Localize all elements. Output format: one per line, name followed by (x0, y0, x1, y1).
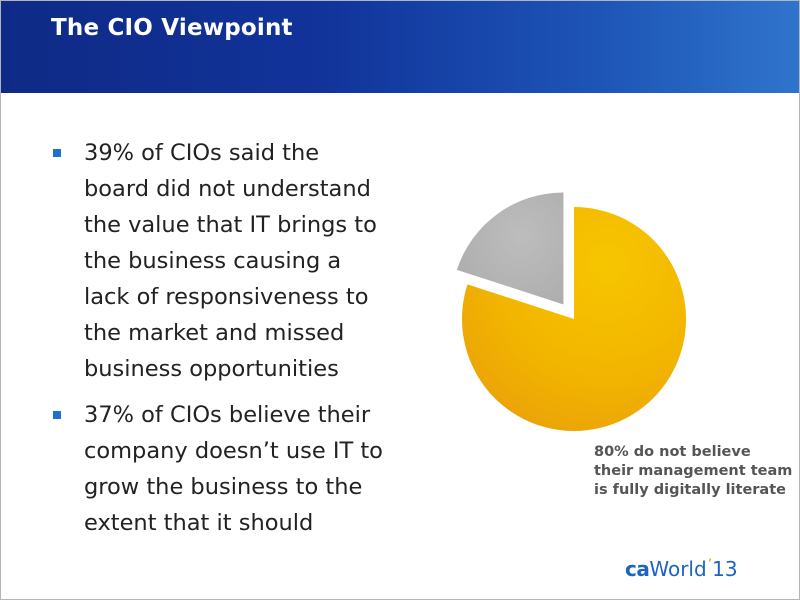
logo-world: World (649, 557, 707, 581)
pie-slice-minor (456, 192, 564, 305)
bullet-item: 37% of CIOs believe their company doesn’… (47, 397, 387, 541)
logo-year: 13 (712, 557, 738, 581)
logo-quote: ’ (707, 557, 713, 573)
ca-world-13-logo: caWorld’13 (625, 557, 738, 585)
title-bar: The CIO Viewpoint (1, 1, 799, 93)
pie-slice-major (462, 207, 686, 431)
pie-annotation: 80% do not believe their management team… (594, 444, 793, 498)
bullet-list: 39% of CIOs said the board did not under… (47, 135, 387, 551)
square-bullet-icon (53, 411, 61, 419)
pie-chart (441, 151, 701, 441)
bullet-text: 37% of CIOs believe their company doesn’… (84, 402, 383, 536)
square-bullet-icon (53, 149, 61, 157)
pie-chart-svg (456, 192, 686, 431)
slide-title: The CIO Viewpoint (51, 15, 293, 41)
logo-ca: ca (625, 557, 650, 581)
bullet-item: 39% of CIOs said the board did not under… (47, 135, 387, 387)
bullet-text: 39% of CIOs said the board did not under… (84, 140, 377, 382)
